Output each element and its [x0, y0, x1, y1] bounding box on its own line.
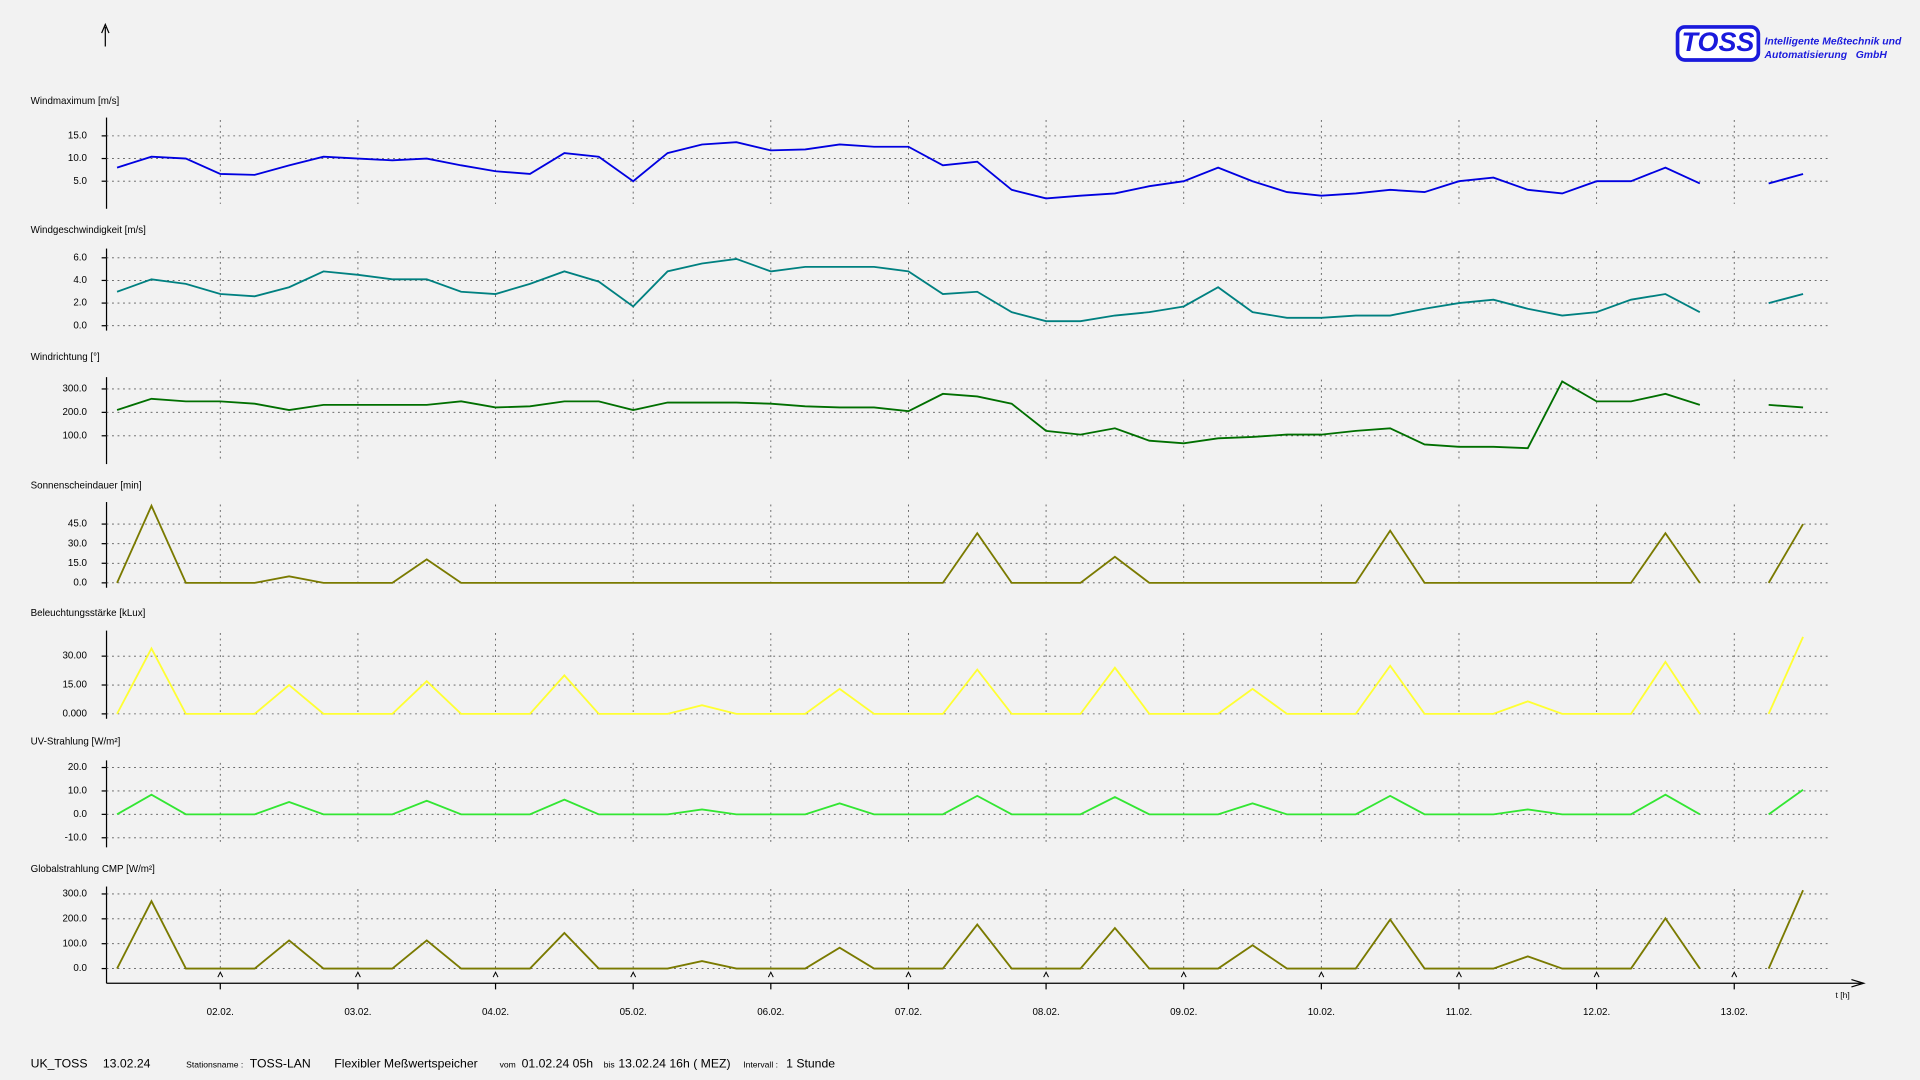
data-line: [1767, 523, 1804, 584]
data-line: [1768, 403, 1804, 409]
station-name: TOSS-LAN: [250, 1056, 311, 1070]
to-label: bis: [604, 1060, 615, 1070]
x-tick-label: 03.02.: [344, 1007, 371, 1018]
data-line: [1767, 636, 1804, 715]
y-tick-label: 15.00: [62, 680, 87, 691]
data-line: [116, 380, 1701, 450]
y-tick-label: 0.000: [62, 708, 87, 719]
y-tick-label: 10.0: [68, 153, 88, 164]
panel-title: Sonnenscheindauer [min]: [31, 481, 142, 492]
y-tick-label: 200.0: [62, 407, 87, 418]
x-tick-label: 11.02.: [1446, 1007, 1472, 1018]
panel-title: Windrichtung [°]: [31, 352, 100, 363]
data-line: [116, 793, 1701, 816]
x-tick: [767, 971, 774, 978]
y-tick-label: 30.0: [68, 538, 88, 549]
x-tick: [630, 971, 637, 978]
x-tick: [355, 971, 361, 978]
y-tick-label: 200.0: [62, 913, 87, 924]
y-tick-label: 0.0: [73, 809, 87, 820]
company-name: Intelligente Meßtechnik und: [1764, 36, 1901, 47]
x-tick-label: 02.02.: [207, 1007, 234, 1018]
y-tick-label: 300.0: [62, 384, 87, 395]
mode: Flexibler Meßwertspeicher: [334, 1056, 477, 1070]
logo: TOSS: [1682, 27, 1755, 57]
company-name: Automatisierung GmbH: [1763, 50, 1887, 61]
data-line: [116, 258, 1701, 323]
x-tick: [1318, 971, 1325, 978]
from-date: 01.02.24 05h: [522, 1056, 594, 1070]
panel-title: UV-Strahlung [W/m²]: [31, 737, 121, 748]
panel-title: Windmaximum [m/s]: [31, 96, 120, 107]
x-tick: [217, 971, 224, 978]
data-line: [1768, 789, 1804, 816]
y-tick-label: 5.0: [73, 176, 87, 187]
x-tick: [1180, 971, 1187, 978]
interval-label: Intervall :: [743, 1060, 778, 1070]
panel-title: Beleuchtungsstärke [kLux]: [31, 608, 146, 619]
x-tick: [1593, 971, 1600, 978]
from-label: vom: [500, 1060, 516, 1070]
y-tick-label: 2.0: [73, 298, 87, 309]
x-tick-label: 08.02.: [1032, 1007, 1059, 1018]
data-line: [1767, 889, 1804, 969]
y-tick-label: 20.0: [68, 762, 88, 773]
x-tick-label: 13.02.: [1721, 1007, 1748, 1018]
to-date: 13.02.24 16h ( MEZ): [618, 1056, 730, 1070]
data-line: [1768, 173, 1804, 185]
y-tick-label: 45.0: [68, 519, 88, 530]
x-tick: [492, 971, 499, 978]
y-tick-label: 10.0: [68, 786, 88, 797]
y-tick-label: 30.00: [62, 651, 87, 662]
y-tick-label: 100.0: [62, 430, 87, 441]
y-tick-label: 100.0: [62, 938, 87, 949]
x-tick-label: 06.02.: [757, 1007, 784, 1018]
x-axis-label: t [h]: [1836, 990, 1850, 1000]
x-tick: [905, 971, 912, 978]
footer-date: 13.02.24: [103, 1056, 151, 1070]
data-line: [116, 141, 1701, 200]
y-tick-label: 0.0: [73, 577, 87, 588]
x-tick: [1043, 971, 1049, 978]
interval: 1 Stunde: [786, 1056, 835, 1070]
x-tick-label: 04.02.: [482, 1007, 509, 1018]
logo-box: [1675, 25, 1761, 62]
panel-title: Globalstrahlung CMP [W/m²]: [31, 864, 156, 875]
x-tick-label: 05.02.: [620, 1007, 647, 1018]
y-tick-label: 0.0: [73, 963, 87, 974]
orientation-arrow: [101, 22, 110, 47]
y-tick-label: -10.0: [65, 832, 88, 843]
x-tick: [1456, 971, 1462, 978]
data-line: [116, 899, 1701, 970]
panel-title: Windgeschwindigkeit [m/s]: [31, 225, 147, 236]
x-tick-label: 10.02.: [1308, 1007, 1335, 1018]
y-tick-label: 4.0: [73, 275, 87, 286]
data-line: [116, 646, 1701, 715]
data-line: [116, 503, 1701, 584]
y-tick-label: 300.0: [62, 889, 87, 900]
x-axis-arrow: [1851, 979, 1866, 988]
x-tick: [1731, 971, 1738, 978]
y-tick-label: 6.0: [73, 252, 87, 263]
x-tick-label: 07.02.: [895, 1007, 922, 1018]
x-tick-label: 09.02.: [1170, 1007, 1197, 1018]
y-tick-label: 15.0: [68, 130, 88, 141]
y-tick-label: 15.0: [68, 558, 88, 569]
x-tick-label: 12.02.: [1583, 1007, 1610, 1018]
station-id: UK_TOSS: [31, 1056, 88, 1070]
data-line: [1768, 293, 1804, 304]
station-label: Stationsname :: [186, 1060, 243, 1070]
y-tick-label: 0.0: [73, 320, 87, 331]
